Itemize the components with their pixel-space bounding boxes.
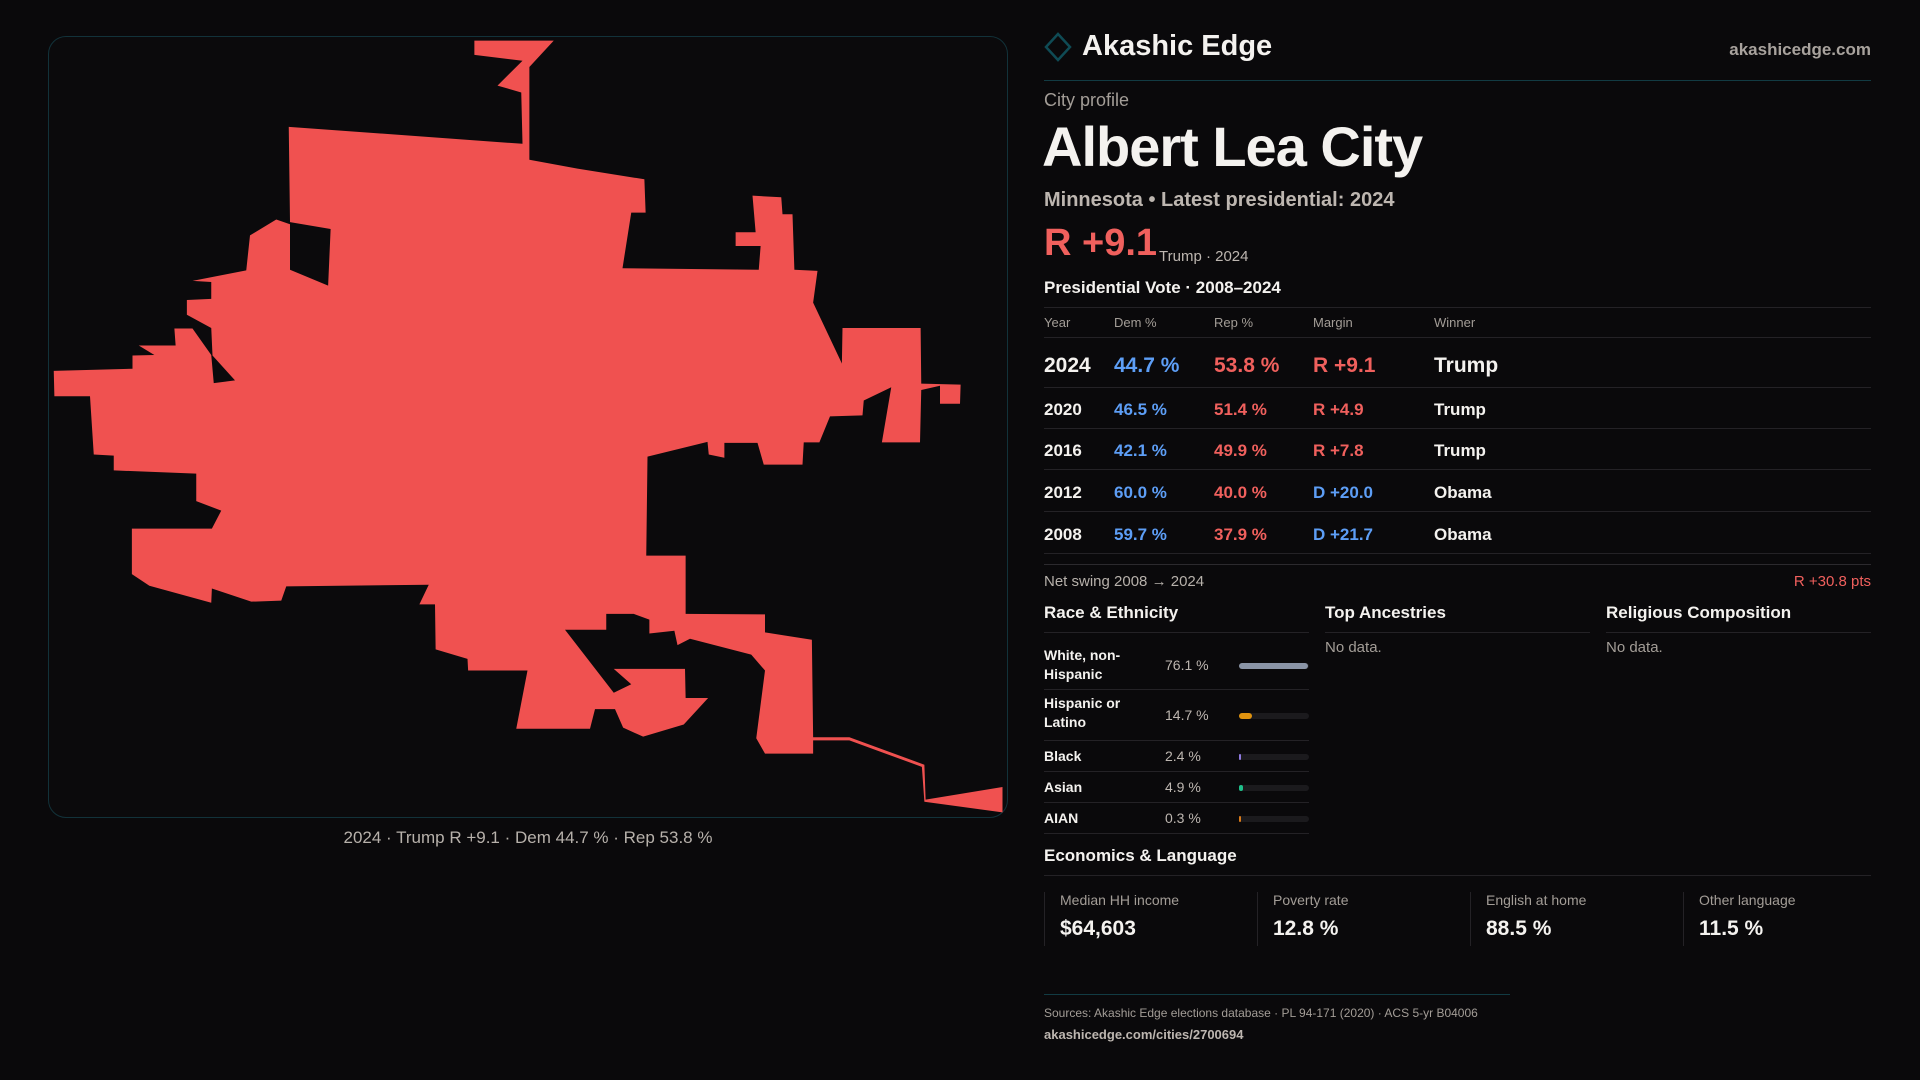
stat-card: English at home 88.5 % (1470, 892, 1683, 946)
header-divider (1044, 80, 1871, 81)
margin-cell: D +21.7 (1313, 524, 1374, 544)
page-subtitle: Minnesota • Latest presidential: 2024 (1044, 189, 1395, 211)
race-label: AIAN (1044, 809, 1079, 826)
vote-row: 2016 42.1 % 49.9 % R +7.8 Trump (1044, 432, 1871, 470)
dem-cell: 46.5 % (1114, 399, 1167, 419)
margin-cell: D +20.0 (1313, 482, 1374, 502)
race-label: White, non-Hispanic (1044, 647, 1121, 682)
race-bar-fill (1239, 753, 1242, 760)
race-bar-track (1239, 815, 1309, 822)
winner-cell: Trump (1434, 353, 1499, 377)
header-year: Year (1044, 314, 1071, 330)
vote-row: 2024 44.7 % 53.8 % R +9.1 Trump (1044, 344, 1871, 388)
religion-empty: No data. (1606, 639, 1663, 656)
header-rep: Rep % (1214, 314, 1254, 330)
race-bar-fill (1239, 712, 1253, 719)
vote-row: 2020 46.5 % 51.4 % R +4.9 Trump (1044, 391, 1871, 429)
vote-row: 2012 60.0 % 40.0 % D +20.0 Obama (1044, 474, 1871, 512)
race-bar-track (1239, 663, 1309, 669)
rep-cell: 51.4 % (1214, 399, 1267, 419)
economics-title: Economics & Language (1044, 846, 1237, 865)
winner-cell: Obama (1434, 524, 1492, 544)
ancestries-empty: No data. (1325, 639, 1382, 656)
year-cell: 2012 (1044, 482, 1082, 502)
latest-margin-detail: Trump · 2024 (1159, 248, 1249, 265)
diamond-outline-icon (1044, 31, 1072, 62)
stat-label: Poverty rate (1273, 892, 1349, 908)
race-bar-fill (1239, 784, 1244, 791)
stat-value: $64,603 (1060, 917, 1136, 940)
race-bar-track (1239, 784, 1309, 791)
city-boundary-map (53, 40, 1003, 813)
margin-cell: R +4.9 (1313, 399, 1364, 419)
race-label: Asian (1044, 778, 1083, 795)
rep-cell: 40.0 % (1214, 482, 1267, 502)
stat-value: 11.5 % (1699, 917, 1764, 940)
rep-cell: 49.9 % (1214, 440, 1267, 460)
vote-section-title: Presidential Vote · 2008–2024 (1044, 278, 1281, 297)
dem-cell: 60.0 % (1114, 482, 1167, 502)
vote-table-header: Year Dem % Rep % Margin Winner (1044, 314, 1871, 330)
margin-cell: R +7.8 (1313, 440, 1364, 460)
page-kicker: City profile (1044, 90, 1130, 110)
winner-cell: Trump (1434, 399, 1486, 419)
race-row: White, non-Hispanic 76.1 % (1044, 642, 1309, 690)
religion-title: Religious Composition (1606, 603, 1792, 622)
rep-cell: 37.9 % (1214, 524, 1267, 544)
race-row: Black 2.4 % (1044, 741, 1309, 772)
year-cell: 2024 (1044, 353, 1091, 377)
stat-label: Other language (1699, 892, 1796, 908)
race-row: Hispanic or Latino 14.7 % (1044, 690, 1309, 741)
sources-note: Sources: Akashic Edge elections database… (1044, 1006, 1478, 1020)
year-cell: 2020 (1044, 399, 1082, 419)
race-row: AIAN 0.3 % (1044, 803, 1309, 834)
race-bar-track (1239, 753, 1309, 760)
stat-label: English at home (1486, 892, 1587, 908)
map-caption: 2024 · Trump R +9.1 · Dem 44.7 % · Rep 5… (343, 828, 713, 847)
year-cell: 2016 (1044, 440, 1082, 460)
rep-cell: 53.8 % (1214, 353, 1280, 377)
race-percent: 0.3 % (1165, 809, 1201, 826)
stat-value: 12.8 % (1273, 917, 1339, 940)
site-link[interactable]: akashicedge.com (1729, 40, 1871, 59)
stat-card: Other language 11.5 % (1683, 892, 1896, 946)
stat-card: Poverty rate 12.8 % (1257, 892, 1470, 946)
winner-cell: Obama (1434, 482, 1492, 502)
race-percent: 14.7 % (1165, 706, 1209, 723)
stat-label: Median HH income (1060, 892, 1180, 908)
page-title: Albert Lea City (1042, 115, 1423, 178)
net-swing-value: R +30.8 pts (1793, 573, 1871, 590)
brand-name: Akashic Edge (1082, 30, 1273, 62)
race-percent: 2.4 % (1165, 747, 1201, 764)
brand[interactable]: Akashic Edge (1044, 30, 1272, 63)
race-bar-track (1239, 712, 1309, 719)
winner-cell: Trump (1434, 440, 1486, 460)
year-cell: 2008 (1044, 524, 1082, 544)
header-winner: Winner (1434, 314, 1476, 330)
ancestries-title: Top Ancestries (1325, 603, 1446, 622)
race-row: Asian 4.9 % (1044, 772, 1309, 803)
race-percent: 76.1 % (1165, 657, 1209, 673)
dem-cell: 59.7 % (1114, 524, 1167, 544)
race-title: Race & Ethnicity (1044, 603, 1179, 622)
race-bar-fill (1239, 815, 1241, 822)
page-url[interactable]: akashicedge.com/cities/2700694 (1044, 1027, 1244, 1042)
race-label: Black (1044, 747, 1082, 764)
stat-value: 88.5 % (1486, 917, 1552, 940)
header-margin: Margin (1313, 314, 1353, 330)
dem-cell: 44.7 % (1114, 353, 1180, 377)
stat-card: Median HH income $64,603 (1044, 892, 1257, 946)
city-boundary-shape[interactable] (53, 40, 1003, 813)
race-bar-fill (1239, 663, 1309, 669)
vote-row: 2008 59.7 % 37.9 % D +21.7 Obama (1044, 516, 1871, 554)
header-dem: Dem % (1114, 314, 1157, 330)
dem-cell: 42.1 % (1114, 440, 1167, 460)
latest-margin: R +9.1 (1044, 222, 1158, 264)
net-swing-label: Net swing 2008 → 2024 (1044, 573, 1205, 590)
race-percent: 4.9 % (1165, 778, 1201, 795)
margin-cell: R +9.1 (1313, 353, 1376, 377)
race-label: Hispanic or Latino (1044, 695, 1121, 730)
